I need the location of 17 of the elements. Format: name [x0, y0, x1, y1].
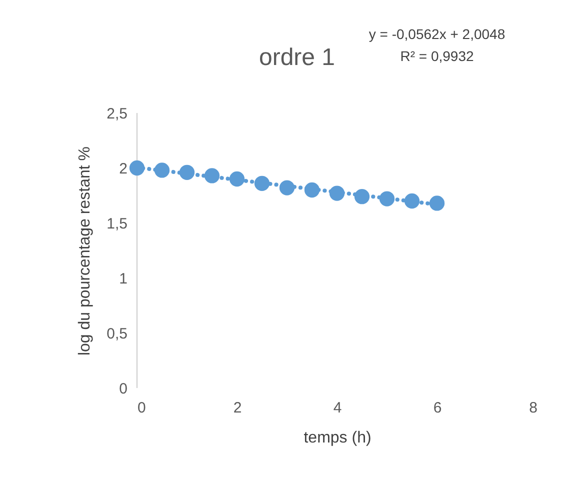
y-tick-label: 1,5 — [106, 216, 128, 232]
y-tick-label: 2 — [119, 160, 128, 178]
y-tick-label: 0 — [119, 380, 128, 398]
x-axis-title: temps (h) — [304, 430, 372, 446]
x-tick-label: 0 — [138, 400, 146, 416]
text: R² = 0,9932 — [400, 48, 474, 64]
x-tick-label: 4 — [333, 400, 342, 416]
y-tick-label: 1 — [119, 270, 128, 288]
y-axis-title: log du pourcentage restant % — [76, 146, 94, 356]
chart-title: ordre 1 — [258, 44, 336, 71]
y-tick-label: 2,5 — [106, 106, 128, 122]
text: y = -0,0562x + 2,0048 — [368, 26, 506, 42]
x-tick-label: 2 — [233, 400, 242, 416]
x-tick-label: 8 — [529, 400, 538, 416]
x-tick-label: 6 — [433, 400, 442, 416]
y-tick-label: 0,5 — [106, 326, 128, 342]
point — [429, 196, 445, 211]
